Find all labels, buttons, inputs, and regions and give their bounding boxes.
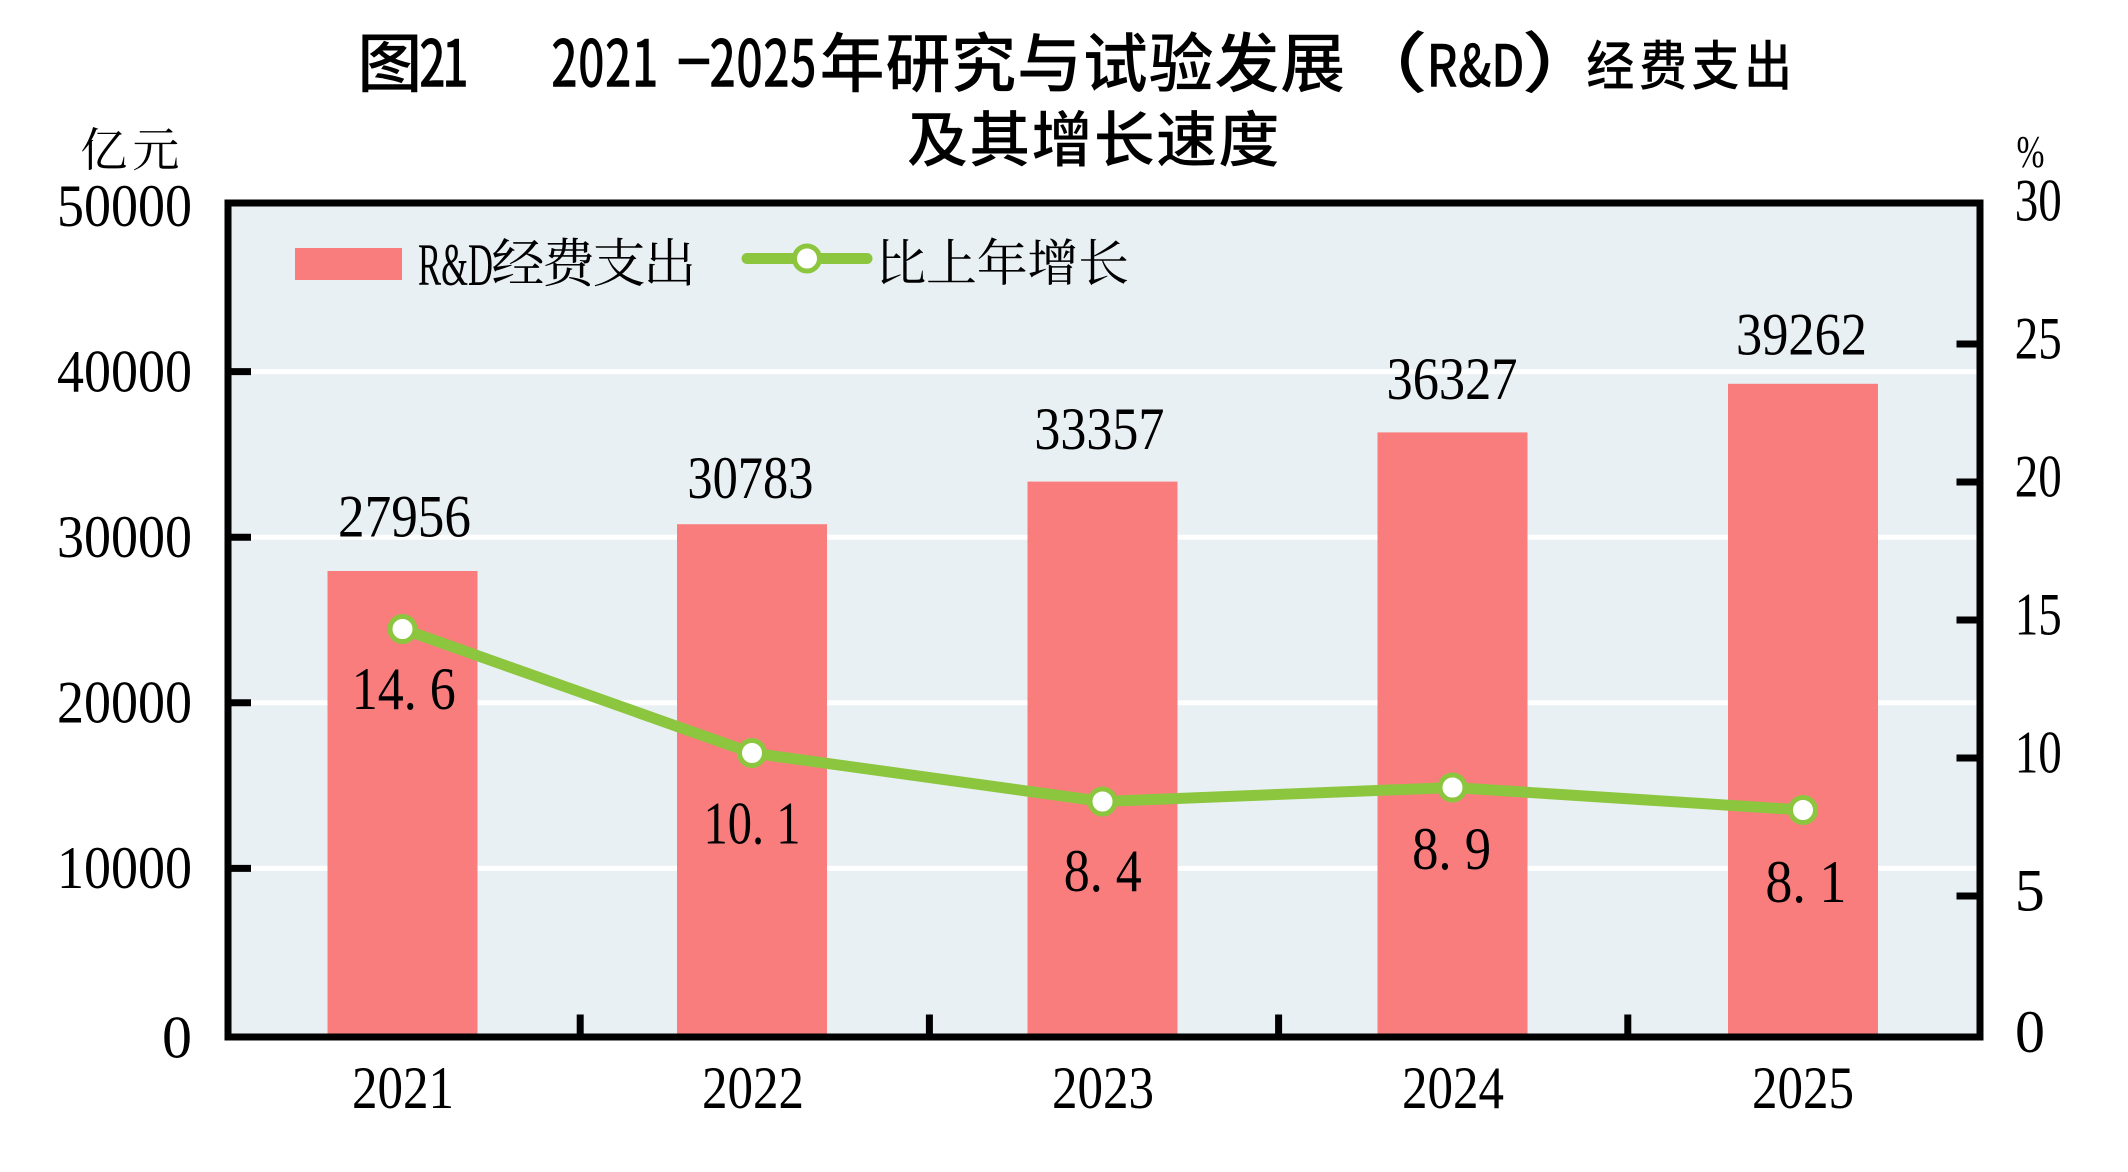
svg-text:2023: 2023 [1052, 1055, 1154, 1121]
svg-text:40000: 40000 [57, 338, 192, 404]
svg-text:2022: 2022 [702, 1055, 804, 1121]
svg-text:50000: 50000 [57, 173, 192, 239]
svg-text:8. 9: 8. 9 [1412, 816, 1491, 882]
svg-text:30: 30 [2015, 168, 2062, 234]
svg-text:2021: 2021 [352, 1055, 454, 1121]
svg-text:R&D: R&D [418, 232, 493, 298]
svg-text:30783: 30783 [687, 445, 813, 511]
svg-text:2025: 2025 [1752, 1055, 1854, 1121]
svg-text:8. 4: 8. 4 [1064, 838, 1142, 904]
svg-text:36327: 36327 [1387, 346, 1518, 412]
svg-text:8. 1: 8. 1 [1765, 849, 1846, 915]
svg-text:33357: 33357 [1034, 396, 1164, 462]
svg-text:14. 6: 14. 6 [352, 656, 456, 722]
svg-text:39262: 39262 [1736, 302, 1867, 368]
svg-text:25: 25 [2015, 306, 2062, 372]
svg-text:2024: 2024 [1402, 1055, 1504, 1121]
svg-text:27956: 27956 [338, 484, 471, 550]
svg-text:20000: 20000 [57, 670, 192, 736]
svg-text:0: 0 [162, 1005, 192, 1071]
svg-text:10000: 10000 [57, 835, 192, 901]
svg-text:15: 15 [2015, 582, 2062, 648]
svg-text:30000: 30000 [57, 504, 192, 570]
svg-text:0: 0 [2015, 999, 2045, 1065]
svg-text:10: 10 [2015, 720, 2062, 786]
svg-text:20: 20 [2015, 444, 2062, 510]
svg-text:%: % [2017, 127, 2045, 177]
svg-text:5: 5 [2015, 858, 2045, 924]
svg-text:10. 1: 10. 1 [704, 791, 801, 857]
